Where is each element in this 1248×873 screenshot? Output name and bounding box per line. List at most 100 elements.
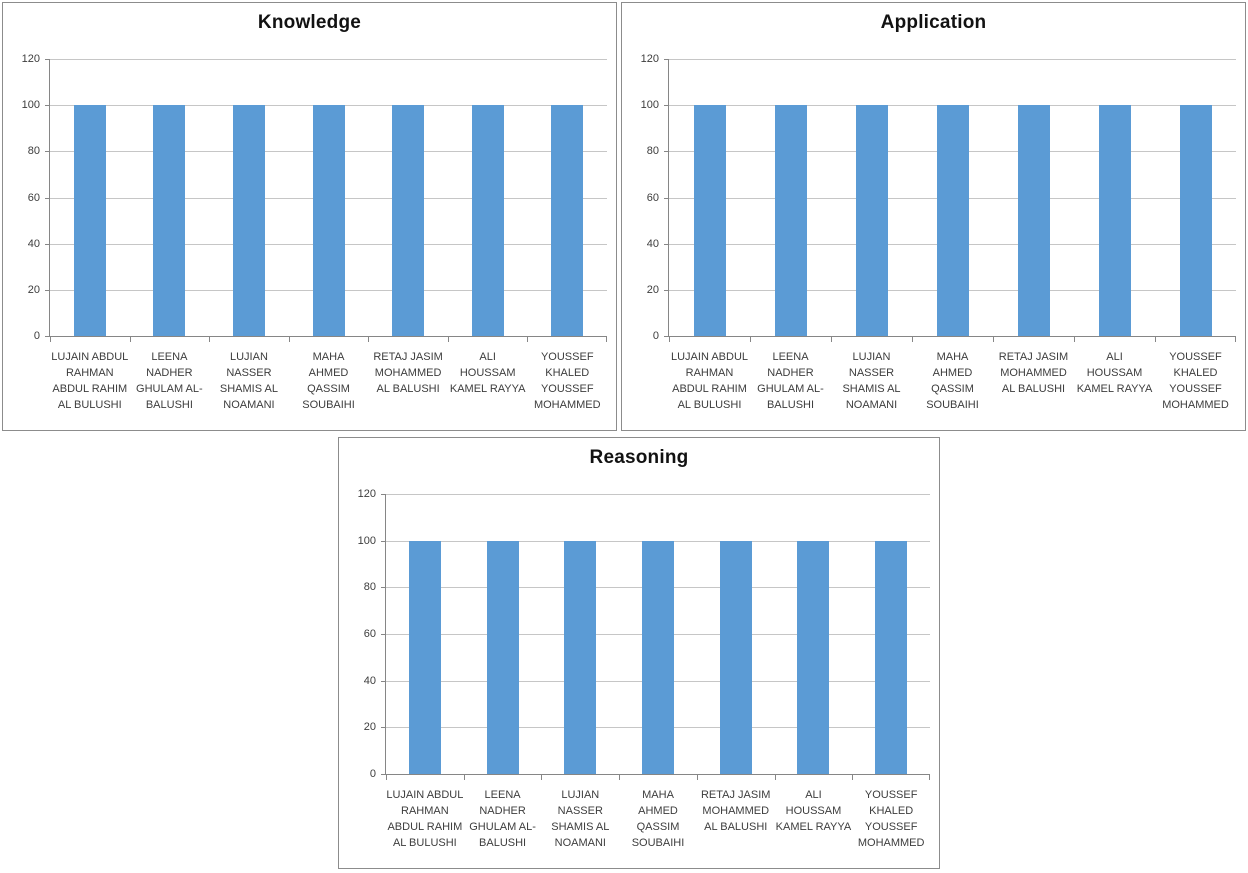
category-label-line: AL BALUSHI xyxy=(704,821,768,833)
category-label-line: RETAJ JASIM xyxy=(373,351,443,363)
bar xyxy=(564,540,597,774)
bar-category-cell xyxy=(697,494,775,774)
bar-category-cell xyxy=(993,59,1074,336)
y-axis-label: 60 xyxy=(363,628,376,640)
y-axis-label: 80 xyxy=(363,581,376,594)
gridline xyxy=(669,59,1236,60)
x-axis-tick xyxy=(606,337,607,342)
category-label-line: SHAMIS AL xyxy=(219,383,278,395)
category-label: YOUSSEF KHALED YOUSSEF MOHAMMED xyxy=(527,349,607,413)
x-axis-tick xyxy=(669,337,670,342)
category-label-line: BALUSHI xyxy=(145,399,193,411)
y-axis-label: 80 xyxy=(27,145,40,158)
x-axis-tick xyxy=(696,775,698,780)
category-label-line: KAMEL RAYYA xyxy=(775,821,852,833)
category-label: MAHA AHMED QASSIM SOUBAIHI xyxy=(289,349,369,413)
bars-row xyxy=(386,494,930,774)
bar-category-cell xyxy=(831,59,912,336)
x-axis-tick xyxy=(774,775,776,780)
bar-category-cell xyxy=(852,494,930,774)
y-axis-label: 40 xyxy=(27,237,40,250)
y-axis-tick xyxy=(664,151,669,153)
category-label-line: YOUSSEF xyxy=(1169,351,1222,363)
bar xyxy=(693,105,726,336)
bar xyxy=(551,105,584,336)
x-axis-tick xyxy=(830,337,832,342)
category-label-line: NASSER xyxy=(226,367,272,379)
category-label-line: RAHMAN xyxy=(65,367,114,379)
category-label: LUJIAN NASSER SHAMIS AL NOAMANI xyxy=(831,349,912,413)
category-label-line: LUJIAN xyxy=(229,351,268,363)
x-axis-tick xyxy=(1155,337,1156,342)
category-label: LUJIAN NASSER SHAMIS AL NOAMANI xyxy=(209,349,289,413)
category-label-line: SOUBAIHI xyxy=(302,399,355,411)
x-axis-tick xyxy=(209,337,211,342)
category-label-line: NOAMANI xyxy=(223,399,275,411)
bar xyxy=(73,105,106,336)
category-label-line: GHULAM AL- xyxy=(469,821,536,833)
y-axis-label: 60 xyxy=(646,191,659,204)
gridline xyxy=(50,59,607,60)
y-axis-label: 80 xyxy=(646,145,659,158)
category-label-line: LEENA xyxy=(151,351,188,363)
y-axis-tick xyxy=(45,151,50,153)
category-label-line: ALI xyxy=(805,789,822,801)
y-axis-tick xyxy=(45,336,50,337)
y-axis-label: 20 xyxy=(27,283,40,296)
category-label-line: KHALED xyxy=(1173,367,1218,379)
category-label-line: KHALED xyxy=(869,805,914,817)
bar xyxy=(719,540,752,774)
y-axis-label: 40 xyxy=(363,674,376,687)
x-axis-tick xyxy=(463,775,465,780)
category-label-line: NADHER xyxy=(767,367,814,379)
x-axis-tick xyxy=(541,775,543,780)
y-axis-label: 0 xyxy=(33,330,40,342)
category-label-line: ABDUL RAHIM xyxy=(52,383,128,395)
chart-title-knowledge: Knowledge xyxy=(257,12,362,33)
category-label: RETAJ JASIM MOHAMMED AL BALUSHI xyxy=(697,787,775,851)
y-axis-label: 120 xyxy=(21,53,40,65)
bar xyxy=(153,105,186,336)
category-label-line: NADHER xyxy=(146,367,193,379)
category-label: ALI HOUSSAM KAMEL RAYYA xyxy=(448,349,528,413)
category-label-line: SHAMIS AL xyxy=(842,383,901,395)
category-label-line: SOUBAIHI xyxy=(631,837,685,849)
bar xyxy=(312,105,345,336)
bar-category-cell xyxy=(527,59,607,336)
bar-category-cell xyxy=(209,59,289,336)
category-label-line: MAHA xyxy=(312,351,345,363)
x-axis-tick xyxy=(912,337,913,342)
bar-category-cell xyxy=(50,59,130,336)
x-axis-tick xyxy=(50,337,51,342)
category-label-line: ABDUL RAHIM xyxy=(387,821,463,833)
category-label-line: LUJAIN ABDUL xyxy=(670,351,749,363)
bar-category-cell xyxy=(912,59,993,336)
bar xyxy=(392,105,425,336)
category-label-line: AL BULUSHI xyxy=(57,399,122,411)
bar-category-cell xyxy=(1074,59,1155,336)
x-axis-tick xyxy=(992,337,994,342)
category-label-line: AHMED xyxy=(308,367,349,379)
bar-category-cell xyxy=(541,494,619,774)
category-label-line: QASSIM xyxy=(931,383,974,395)
chart-title-reasoning: Reasoning xyxy=(589,447,689,468)
x-axis-tick xyxy=(386,775,387,780)
bar xyxy=(875,540,908,774)
category-label: LEENA NADHER GHULAM AL- BALUSHI xyxy=(464,787,542,851)
y-axis-tick xyxy=(45,289,50,291)
bar xyxy=(1098,105,1131,336)
category-label-line: AL BULUSHI xyxy=(392,837,457,849)
bar-category-cell xyxy=(669,59,750,336)
bar xyxy=(797,540,830,774)
category-label-line: YOUSSEF xyxy=(540,351,594,363)
y-axis-tick xyxy=(381,727,386,729)
category-label-line: GHULAM AL- xyxy=(136,383,203,395)
category-label: LUJAIN ABDUL RAHMAN ABDUL RAHIM AL BULUSHI xyxy=(386,787,464,851)
category-label-line: YOUSSEF xyxy=(864,821,918,833)
category-label-line: ALI xyxy=(479,351,496,363)
x-axis-tick xyxy=(1074,337,1075,342)
category-label-line: LEENA xyxy=(772,351,809,363)
gridline xyxy=(386,494,930,495)
bars-row xyxy=(50,59,607,336)
y-axis-tick xyxy=(381,540,386,542)
